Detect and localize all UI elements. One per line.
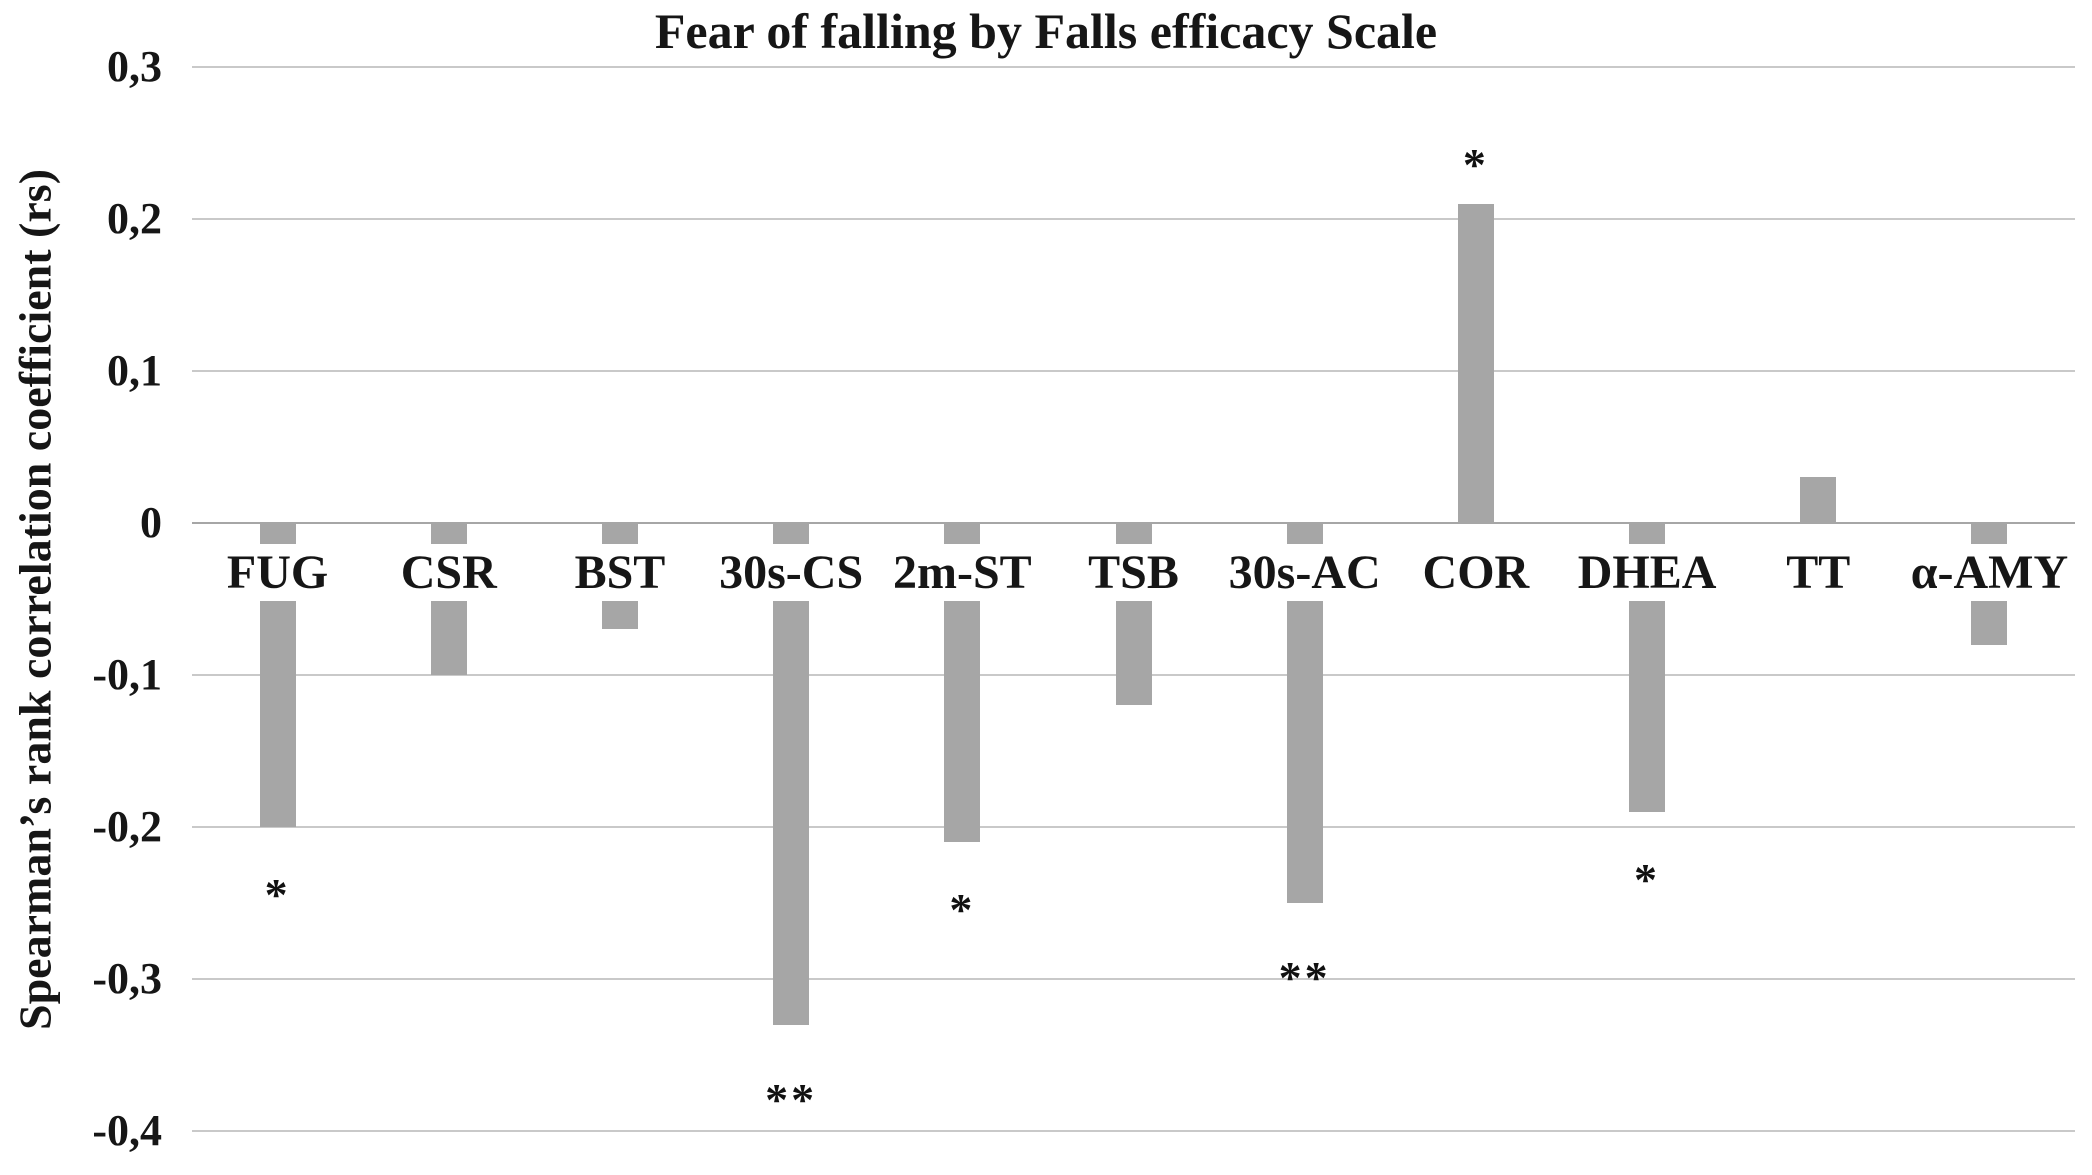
y-tick-label: 0	[140, 498, 162, 547]
bar-COR	[1457, 203, 1494, 523]
significance-marker-30s-AC: **	[1278, 952, 1331, 1004]
y-tick-label: -0,4	[92, 1106, 162, 1155]
category-label-α-AMY: α-AMY	[1901, 544, 2078, 602]
category-label-TSB: TSB	[1079, 544, 1188, 602]
y-tick-label: 0,1	[107, 346, 162, 395]
significance-marker-FUG: *	[264, 868, 291, 920]
gridline	[192, 218, 2075, 220]
category-label-DHEA: DHEA	[1568, 544, 1726, 602]
category-label-BST: BST	[565, 544, 675, 602]
category-label-COR: COR	[1413, 544, 1539, 602]
gridline	[192, 370, 2075, 372]
gridline	[192, 1130, 2075, 1132]
category-label-30s-AC: 30s-AC	[1219, 544, 1390, 602]
significance-marker-2m-ST: *	[949, 884, 976, 935]
y-tick-label: -0,3	[92, 954, 162, 1003]
significance-marker-30s-CS: **	[765, 1074, 818, 1125]
y-tick-label: -0,1	[92, 650, 162, 699]
significance-marker-DHEA: *	[1634, 853, 1661, 905]
bar-TT	[1800, 477, 1837, 523]
bar-30s-CS	[773, 523, 810, 1025]
gridline	[192, 978, 2075, 980]
category-label-CSR: CSR	[391, 544, 506, 602]
gridline	[192, 826, 2075, 828]
category-label-2m-ST: 2m-ST	[883, 544, 1041, 602]
category-label-30s-CS: 30s-CS	[710, 544, 873, 602]
y-tick-label: 0,3	[107, 42, 162, 91]
gridline	[192, 66, 2075, 68]
category-label-FUG: FUG	[217, 544, 338, 602]
y-tick-label: -0,2	[92, 802, 162, 851]
category-label-TT: TT	[1777, 544, 1860, 602]
chart-title: Fear of falling by Falls efficacy Scale	[654, 3, 1438, 59]
significance-marker-COR: *	[1462, 139, 1489, 191]
y-tick-label: 0,2	[107, 194, 162, 243]
